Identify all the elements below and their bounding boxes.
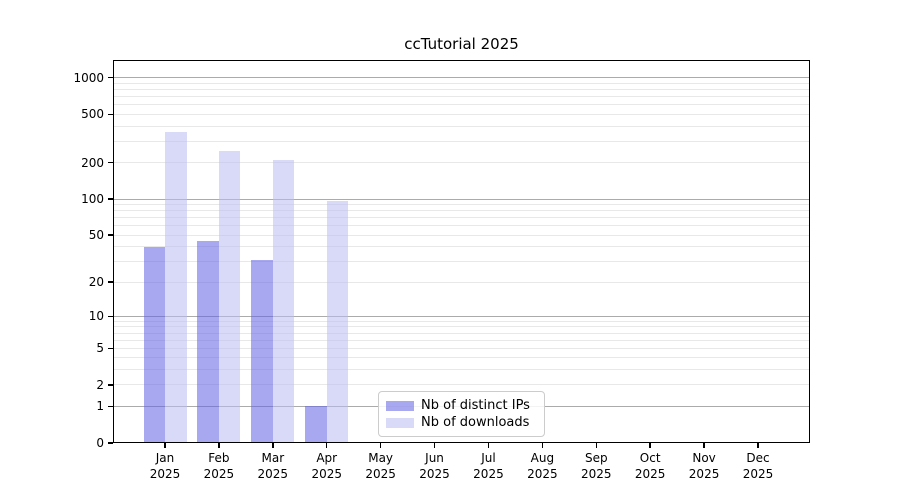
- y-tick-label: 20: [88, 275, 104, 290]
- gridline-minor: [113, 320, 810, 322]
- legend-label-downloads: Nb of downloads: [421, 415, 530, 430]
- y-tick-label: 2: [96, 377, 104, 392]
- x-tick-mark: [272, 443, 274, 448]
- x-tick-mark: [757, 443, 759, 448]
- y-tick-mark: [108, 161, 113, 164]
- x-tick-mark: [164, 443, 166, 448]
- legend-swatch-downloads: [386, 417, 414, 428]
- gridline-minor: [113, 384, 810, 386]
- gridline-minor: [113, 246, 810, 248]
- x-tick-label: Jul 2025: [473, 451, 504, 481]
- x-tick-mark: [433, 443, 436, 448]
- bar-distinct-ips-mar: [251, 259, 273, 443]
- y-tick-mark: [108, 405, 113, 408]
- y-tick-mark: [108, 281, 113, 283]
- gridline-minor: [113, 140, 810, 142]
- gridline-minor: [113, 326, 810, 328]
- x-tick-label: May 2025: [365, 451, 396, 481]
- gridline-minor: [113, 339, 810, 341]
- gridline-minor: [113, 204, 810, 206]
- x-tick-mark: [379, 443, 382, 448]
- gridline-major: [113, 198, 810, 200]
- y-tick-mark: [108, 315, 113, 317]
- gridline-minor: [113, 234, 810, 236]
- y-tick-label: 50: [88, 228, 104, 243]
- y-tick-mark: [108, 442, 113, 444]
- x-tick-mark: [541, 443, 544, 448]
- y-tick-label: 0: [96, 436, 104, 450]
- bar-downloads-jan: [165, 131, 187, 443]
- legend-row-downloads: Nb of downloads: [386, 415, 536, 431]
- gridline-minor: [113, 369, 810, 371]
- gridline-minor: [113, 82, 810, 84]
- gridline-minor: [113, 210, 810, 212]
- x-tick-mark: [326, 443, 328, 448]
- y-tick-label: 1000: [73, 70, 104, 85]
- plot-area: [113, 60, 810, 443]
- gridline-minor: [113, 104, 810, 106]
- y-tick-label: 1: [96, 399, 104, 414]
- y-tick-mark: [108, 347, 113, 349]
- gridline-minor: [113, 332, 810, 334]
- x-tick-label: Mar 2025: [257, 451, 289, 481]
- y-tick-label: 10: [88, 309, 104, 324]
- y-tick-label: 5: [96, 341, 104, 356]
- bar-downloads-feb: [218, 150, 241, 443]
- y-tick-mark: [108, 77, 113, 79]
- x-tick-label: Dec 2025: [742, 451, 774, 481]
- gridline-major: [113, 315, 810, 317]
- chart-title: ccTutorial 2025: [404, 35, 519, 53]
- y-tick-mark: [108, 234, 113, 236]
- legend-swatch-distinct-ips: [386, 400, 414, 411]
- x-tick-mark: [595, 443, 597, 448]
- x-tick-mark: [218, 443, 220, 448]
- gridline-minor: [113, 162, 810, 164]
- x-tick-mark: [703, 443, 705, 448]
- x-tick-mark: [649, 443, 651, 448]
- gridline-minor: [113, 113, 810, 115]
- gridline-minor: [113, 217, 810, 219]
- bar-distinct-ips-feb: [197, 240, 219, 443]
- x-tick-mark: [487, 443, 490, 448]
- bar-downloads-mar: [272, 160, 295, 443]
- gridline-minor: [113, 357, 810, 359]
- x-tick-label: Aug 2025: [527, 451, 558, 481]
- y-tick-label: 500: [81, 107, 104, 122]
- x-tick-label: Jan 2025: [149, 451, 181, 481]
- x-tick-label: Apr 2025: [311, 451, 342, 481]
- gridline-minor: [113, 89, 810, 91]
- y-tick-mark: [108, 113, 113, 116]
- y-tick-label: 200: [81, 155, 104, 170]
- gridline-minor: [113, 125, 810, 127]
- bar-distinct-ips-jan: [143, 246, 165, 443]
- x-tick-label: Feb 2025: [203, 451, 235, 481]
- legend-row-distinct-ips: Nb of distinct IPs: [386, 398, 536, 414]
- x-tick-label: Oct 2025: [634, 451, 666, 481]
- gridline-minor: [113, 225, 810, 227]
- legend-label-distinct-ips: Nb of distinct IPs: [421, 398, 530, 413]
- bar-downloads-apr: [326, 200, 349, 443]
- x-tick-label: Jun 2025: [419, 451, 450, 481]
- gridline-minor: [113, 281, 810, 283]
- gridline-minor: [113, 260, 810, 262]
- gridline-major: [113, 77, 810, 79]
- x-tick-label: Nov 2025: [688, 451, 720, 481]
- gridline-minor: [113, 347, 810, 349]
- legend: Nb of distinct IPs Nb of downloads: [378, 391, 545, 437]
- gridline-minor: [113, 96, 810, 98]
- x-tick-label: Sep 2025: [580, 451, 612, 481]
- y-tick-label: 100: [81, 192, 104, 207]
- bar-distinct-ips-apr: [305, 406, 327, 443]
- y-tick-mark: [108, 198, 113, 200]
- y-tick-mark: [108, 384, 113, 386]
